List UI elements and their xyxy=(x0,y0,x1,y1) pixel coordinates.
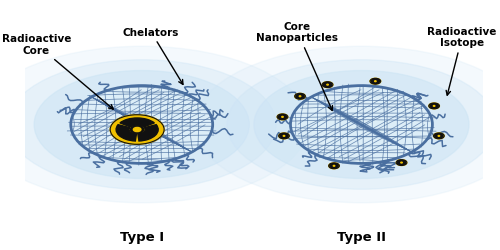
Wedge shape xyxy=(296,96,300,99)
Wedge shape xyxy=(402,162,406,165)
Ellipse shape xyxy=(8,60,276,190)
Circle shape xyxy=(433,106,436,107)
Ellipse shape xyxy=(227,60,496,190)
Circle shape xyxy=(282,136,286,137)
Text: Chelators: Chelators xyxy=(122,28,183,85)
Wedge shape xyxy=(300,96,304,99)
Wedge shape xyxy=(328,84,332,87)
Ellipse shape xyxy=(34,71,250,179)
Ellipse shape xyxy=(254,71,469,179)
Circle shape xyxy=(326,84,329,86)
Wedge shape xyxy=(330,164,338,166)
Circle shape xyxy=(281,117,284,118)
Ellipse shape xyxy=(0,47,308,203)
Wedge shape xyxy=(120,118,154,128)
Wedge shape xyxy=(436,134,442,136)
Text: Type II: Type II xyxy=(337,230,386,243)
Ellipse shape xyxy=(194,47,500,203)
Circle shape xyxy=(277,114,288,120)
Wedge shape xyxy=(116,125,136,142)
Wedge shape xyxy=(398,162,402,165)
Wedge shape xyxy=(296,94,304,96)
Wedge shape xyxy=(434,106,438,109)
Circle shape xyxy=(327,85,328,86)
Circle shape xyxy=(438,136,440,137)
Wedge shape xyxy=(430,106,434,109)
Wedge shape xyxy=(324,84,328,87)
Wedge shape xyxy=(371,81,375,84)
Circle shape xyxy=(429,104,440,110)
Text: Radioactive
Core: Radioactive Core xyxy=(2,34,113,110)
Wedge shape xyxy=(324,83,331,85)
Circle shape xyxy=(322,82,333,88)
Circle shape xyxy=(328,163,340,169)
Circle shape xyxy=(134,128,141,132)
Wedge shape xyxy=(278,116,282,120)
Wedge shape xyxy=(434,136,439,138)
Text: Core
Nanoparticles: Core Nanoparticles xyxy=(256,22,338,111)
Wedge shape xyxy=(280,136,284,138)
Circle shape xyxy=(130,126,144,134)
Wedge shape xyxy=(282,116,286,120)
Circle shape xyxy=(110,115,164,145)
Wedge shape xyxy=(376,81,380,84)
Circle shape xyxy=(370,79,380,85)
Circle shape xyxy=(298,96,302,98)
Circle shape xyxy=(300,96,301,97)
Circle shape xyxy=(294,94,306,100)
Wedge shape xyxy=(280,134,287,136)
Circle shape xyxy=(278,134,289,139)
Wedge shape xyxy=(334,165,338,168)
Wedge shape xyxy=(439,136,443,138)
Ellipse shape xyxy=(71,86,213,164)
Wedge shape xyxy=(138,125,158,142)
Wedge shape xyxy=(279,115,286,117)
Circle shape xyxy=(438,136,440,137)
Wedge shape xyxy=(330,165,334,168)
Text: Radioactive
Isotope: Radioactive Isotope xyxy=(428,27,497,96)
Circle shape xyxy=(396,160,407,166)
Wedge shape xyxy=(430,104,438,106)
Wedge shape xyxy=(372,80,379,82)
Circle shape xyxy=(434,106,435,107)
Circle shape xyxy=(434,134,444,139)
Wedge shape xyxy=(398,161,405,162)
Circle shape xyxy=(282,117,283,118)
Circle shape xyxy=(374,81,376,82)
Wedge shape xyxy=(284,136,288,138)
Circle shape xyxy=(401,162,402,163)
Circle shape xyxy=(332,166,336,167)
Ellipse shape xyxy=(290,86,432,164)
Text: Type I: Type I xyxy=(120,230,164,243)
Circle shape xyxy=(400,162,403,164)
